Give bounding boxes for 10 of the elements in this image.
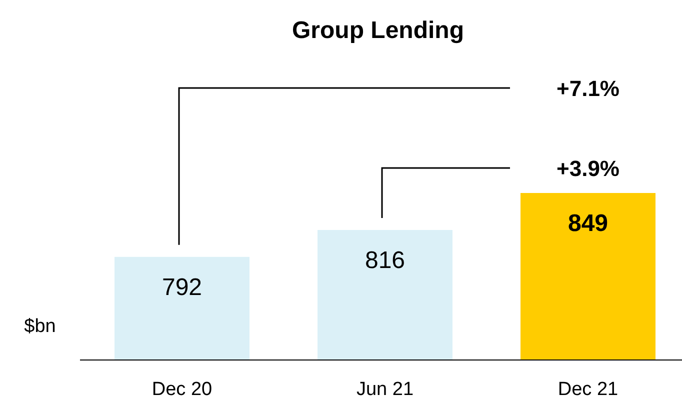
chart-title: Group Lending (292, 17, 464, 44)
text: +7.1% (556, 76, 620, 101)
x-tick-label: Dec 21 (558, 379, 618, 400)
data-label: 792 (162, 274, 202, 301)
y-axis-title: $bn (24, 316, 56, 337)
x-tick-label: Jun 21 (356, 379, 414, 400)
text: +3.9% (556, 156, 620, 181)
data-label: 849 (568, 210, 608, 237)
x-tick-label: Dec 20 (152, 379, 212, 400)
data-label: 816 (364, 246, 406, 274)
